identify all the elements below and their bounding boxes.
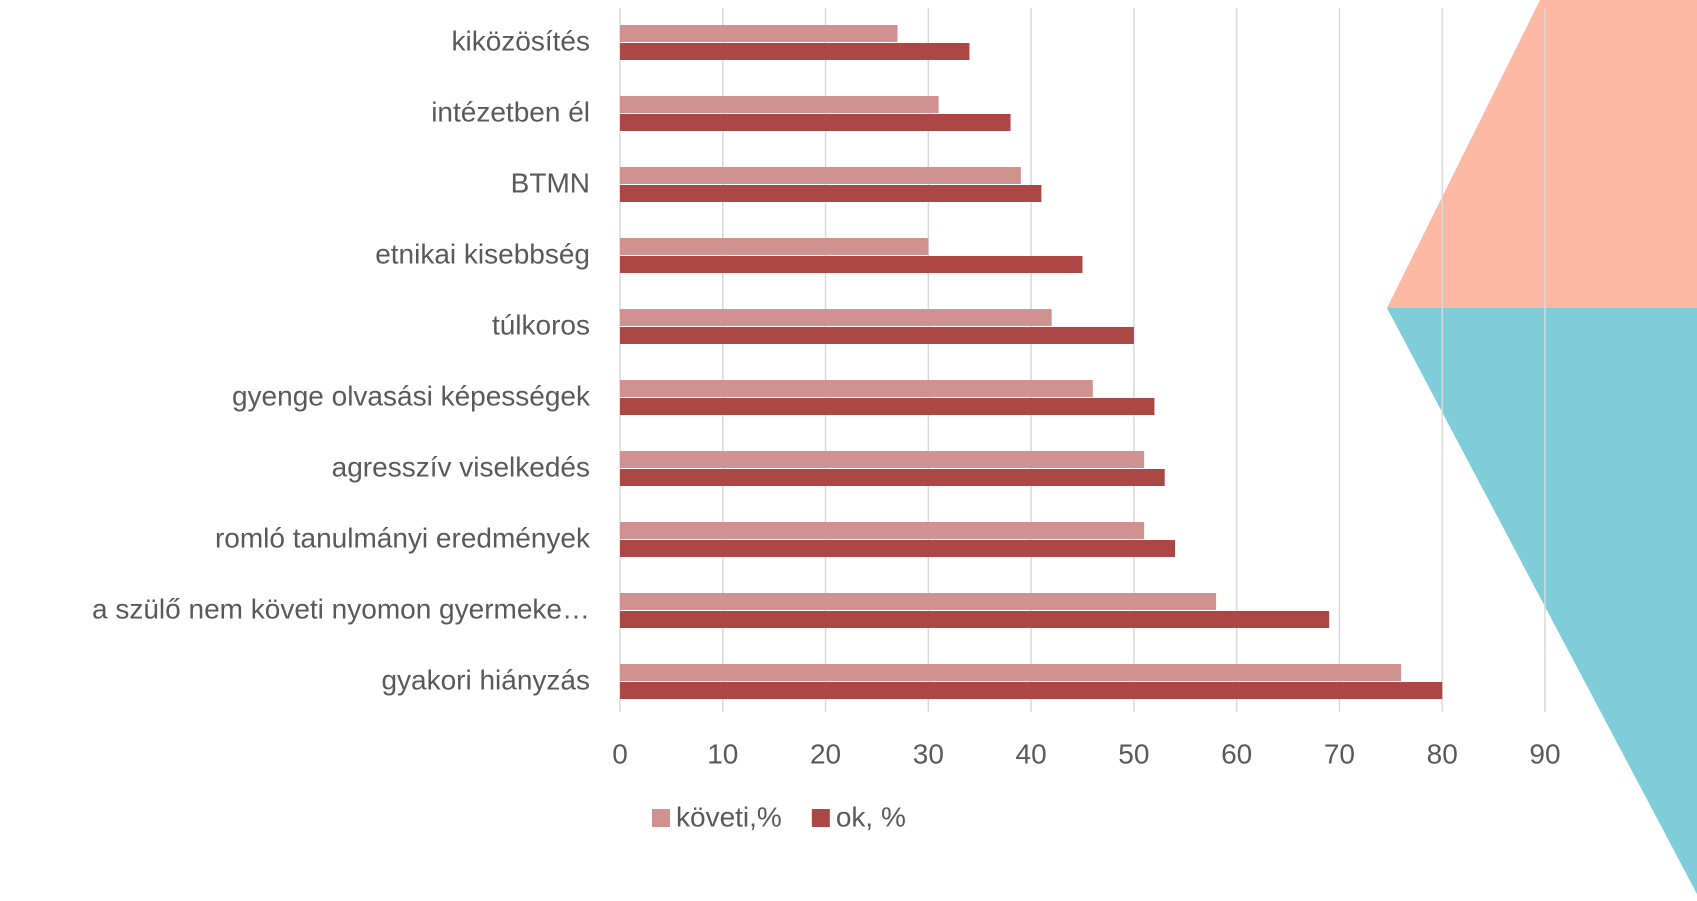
bar (620, 682, 1443, 699)
bar (620, 380, 1093, 397)
category-label: gyenge olvasási képességek (232, 380, 591, 411)
decor-triangle-top (1387, 0, 1697, 308)
bar (620, 114, 1011, 131)
x-tick-label: 10 (707, 738, 738, 769)
category-label: gyakori hiányzás (381, 664, 590, 695)
bar (620, 540, 1175, 557)
category-label: túlkoros (492, 309, 590, 340)
bar (620, 664, 1402, 681)
category-label: intézetben él (431, 96, 590, 127)
bar (620, 238, 929, 255)
bar (620, 522, 1145, 539)
bar (620, 593, 1217, 610)
bar (620, 611, 1330, 628)
category-label: a szülő nem követi nyomon gyermeke… (92, 593, 590, 624)
bar (620, 309, 1052, 326)
category-label: kiközösítés (452, 25, 591, 56)
legend-swatch (652, 809, 670, 827)
bar (620, 185, 1042, 202)
category-label: agresszív viselkedés (332, 451, 590, 482)
category-label: etnikai kisebbség (375, 238, 590, 269)
x-tick-label: 90 (1529, 738, 1560, 769)
bar (620, 25, 898, 42)
legend-swatch (811, 809, 830, 827)
x-tick-label: 50 (1118, 738, 1149, 769)
category-label: BTMN (511, 167, 590, 198)
x-tick-label: 30 (913, 738, 944, 769)
x-tick-label: 0 (612, 738, 628, 769)
category-label: romló tanulmányi eredmények (215, 522, 591, 553)
decor-triangle-bottom (1387, 308, 1697, 894)
x-tick-label: 40 (1016, 738, 1047, 769)
bar (620, 469, 1165, 486)
bar (620, 167, 1021, 184)
bar (620, 43, 970, 60)
x-tick-label: 60 (1221, 738, 1252, 769)
x-tick-label: 70 (1324, 738, 1355, 769)
bar (620, 327, 1134, 344)
bar (620, 256, 1083, 273)
bar (620, 398, 1155, 415)
x-tick-label: 80 (1427, 738, 1458, 769)
legend-label: ok, % (836, 801, 906, 832)
x-tick-label: 20 (810, 738, 841, 769)
bar (620, 451, 1145, 468)
bar (620, 96, 939, 113)
legend-label: követi,% (676, 801, 782, 832)
